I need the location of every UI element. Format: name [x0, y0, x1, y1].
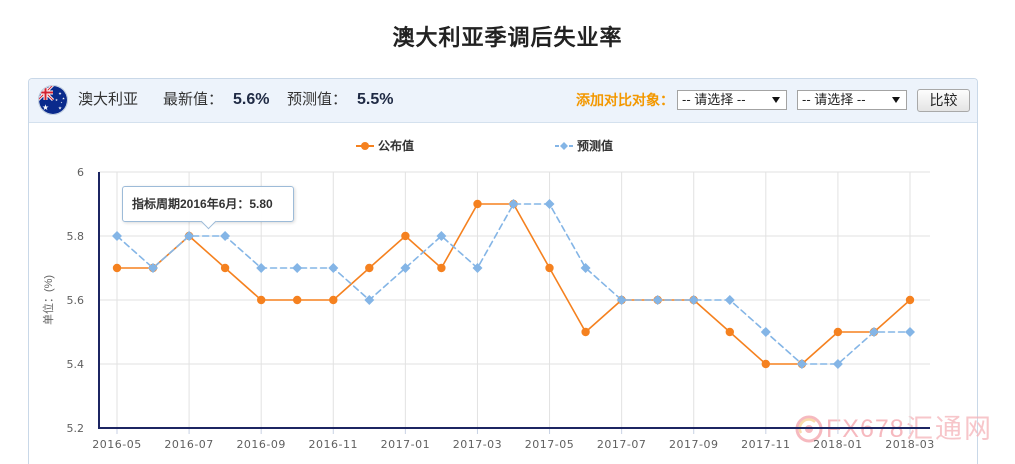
data-point-forecast[interactable] — [869, 327, 879, 337]
data-point-published[interactable] — [833, 327, 843, 337]
data-point-published[interactable] — [112, 263, 122, 273]
data-point-forecast[interactable] — [544, 199, 555, 209]
data-point-forecast[interactable] — [616, 295, 627, 305]
data-point-forecast[interactable] — [688, 295, 699, 305]
australia-flag-icon — [38, 85, 68, 115]
data-point-published[interactable] — [220, 263, 230, 273]
watermark-name: 汇通网 — [906, 414, 993, 444]
data-point-forecast[interactable] — [905, 327, 915, 337]
data-point-forecast[interactable] — [400, 263, 411, 273]
data-point-published[interactable] — [401, 231, 410, 241]
chevron-down-icon — [772, 97, 780, 103]
fx678-watermark: FX678 汇通网 — [795, 412, 1000, 446]
data-point-forecast[interactable] — [760, 327, 771, 337]
data-point-forecast[interactable] — [292, 263, 303, 273]
legend-symbol-forecast — [555, 142, 573, 150]
legend-symbol-published — [356, 142, 374, 150]
data-point-published[interactable] — [473, 199, 482, 209]
legend-item-forecast[interactable]: 预测值 — [555, 138, 613, 154]
data-point-forecast[interactable] — [148, 263, 158, 273]
data-point-published[interactable] — [437, 263, 446, 273]
data-point-published[interactable] — [545, 263, 554, 273]
data-point-forecast[interactable] — [508, 199, 519, 209]
data-point-forecast[interactable] — [796, 359, 807, 369]
legend-label-forecast: 预测值 — [577, 139, 614, 153]
compare-select-2-value: -- 请选择 -- — [802, 92, 866, 107]
data-point-forecast[interactable] — [580, 263, 591, 273]
legend-item-published[interactable]: 公布值 — [356, 138, 414, 154]
chevron-down-icon — [892, 97, 900, 103]
latest-value-label: 最新值： — [163, 91, 224, 108]
data-point-published[interactable] — [329, 295, 338, 305]
data-point-published[interactable] — [257, 295, 266, 305]
data-point-forecast[interactable] — [328, 263, 339, 273]
watermark-brand: FX678 — [826, 415, 905, 443]
country-name: 澳大利亚 — [78, 91, 139, 108]
compare-select-1[interactable]: -- 请选择 -- — [677, 90, 787, 110]
data-point-forecast[interactable] — [364, 295, 375, 305]
fx678-logo-icon — [795, 415, 823, 443]
data-point-forecast[interactable] — [832, 359, 843, 369]
data-point-forecast[interactable] — [220, 231, 231, 241]
y-axis-title: 单位：(%) — [43, 274, 55, 326]
data-point-published[interactable] — [365, 263, 374, 273]
compare-button[interactable]: 比较 — [917, 89, 970, 112]
data-point-published[interactable] — [761, 359, 770, 369]
legend-label-published: 公布值 — [378, 139, 415, 153]
indicator-header: 澳大利亚 最新值： 5.6% 预测值： 5.5% 添加对比对象： -- 请选择 … — [29, 79, 977, 123]
data-point-forecast[interactable] — [184, 231, 195, 241]
data-point-published[interactable] — [905, 295, 915, 305]
compare-select-2[interactable]: -- 请选择 -- — [797, 90, 907, 110]
forecast-value-label: 预测值： — [287, 91, 348, 108]
data-point-forecast[interactable] — [652, 295, 663, 305]
data-point-forecast[interactable] — [112, 231, 122, 241]
latest-value: 5.6% — [233, 91, 270, 108]
data-point-published[interactable] — [581, 327, 590, 337]
compare-select-1-value: -- 请选择 -- — [682, 92, 746, 107]
tooltip-text: 指标周期2016年6月：5.80 — [132, 197, 273, 211]
add-compare-label: 添加对比对象： — [576, 92, 674, 108]
data-point-forecast[interactable] — [472, 263, 483, 273]
page-title: 澳大利亚季调后失业率 — [392, 25, 623, 50]
data-point-published[interactable] — [293, 295, 302, 305]
data-point-published[interactable] — [725, 327, 734, 337]
data-point-forecast[interactable] — [724, 295, 735, 305]
forecast-value: 5.5% — [357, 91, 394, 108]
tooltip: 指标周期2016年6月：5.80 — [122, 186, 294, 222]
data-point-forecast[interactable] — [436, 231, 447, 241]
chart-panel: 澳大利亚 最新值： 5.6% 预测值： 5.5% 添加对比对象： -- 请选择 … — [28, 78, 978, 464]
data-point-forecast[interactable] — [256, 263, 267, 273]
